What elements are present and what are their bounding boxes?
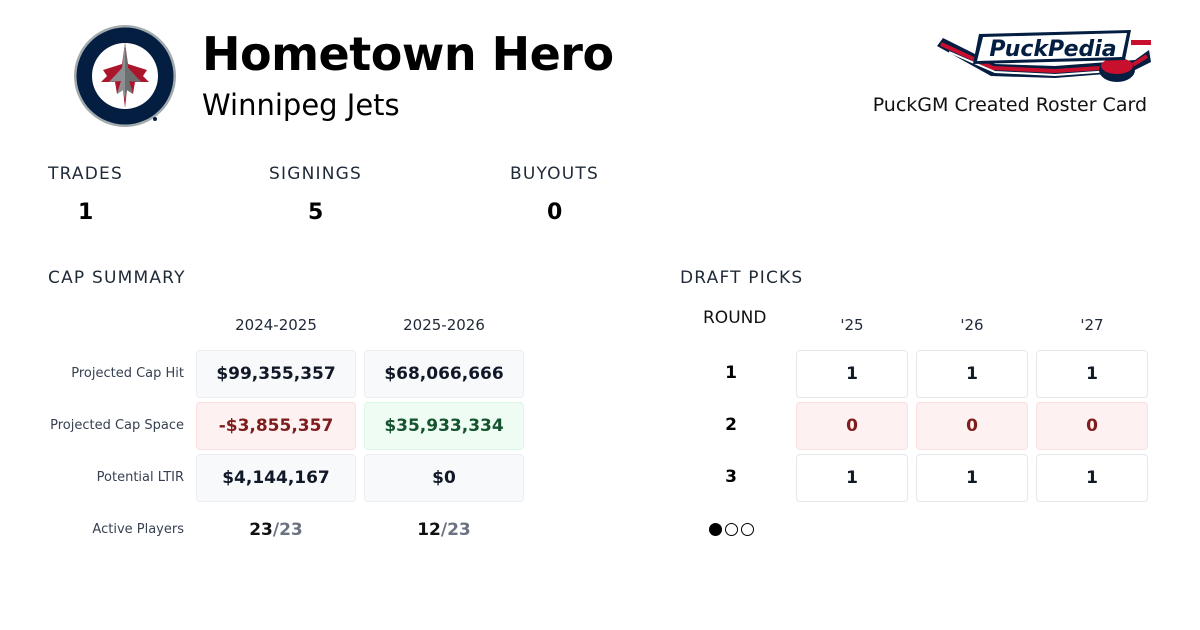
brand-logo-text: PuckPedia [989, 37, 1116, 62]
stat-trades: TRADES 1 [48, 164, 168, 225]
active-players-2024-25: 23/23 [196, 506, 356, 554]
active-count: 23 [249, 520, 273, 540]
brand-caption: PuckGM Created Roster Card [872, 94, 1147, 116]
pagination-dots [709, 523, 754, 536]
active-count: 12 [417, 520, 441, 540]
cap-summary-title: CAP SUMMARY [48, 268, 186, 288]
pick-cell: 1 [916, 350, 1028, 398]
stat-label: SIGNINGS [269, 164, 362, 184]
active-max: /23 [272, 520, 303, 540]
page-dot-3[interactable] [741, 523, 754, 536]
year-header: '26 [960, 316, 984, 334]
stat-value: 1 [78, 200, 94, 225]
winnipeg-jets-logo-icon [74, 25, 176, 127]
pick-cell: 1 [1036, 350, 1148, 398]
page-dot-1[interactable] [709, 523, 722, 536]
draft-picks-title: DRAFT PICKS [680, 268, 804, 288]
ltir-2024-25: $4,144,167 [196, 454, 356, 502]
team-name: Winnipeg Jets [202, 88, 400, 122]
round-header: ROUND [703, 308, 767, 328]
pick-cell: 1 [1036, 454, 1148, 502]
active-max: /23 [440, 520, 471, 540]
row-label-active-players: Active Players [92, 522, 184, 537]
pick-cell: 0 [796, 402, 908, 450]
stat-label: BUYOUTS [510, 164, 599, 184]
card-title: Hometown Hero [202, 27, 614, 81]
pick-cell: 1 [916, 454, 1028, 502]
season-header: 2025-2026 [403, 316, 485, 334]
round-number: 3 [725, 467, 737, 487]
round-number: 2 [725, 415, 737, 435]
stat-label: TRADES [48, 164, 123, 184]
pick-cell: 1 [796, 350, 908, 398]
ltir-2025-26: $0 [364, 454, 524, 502]
stat-signings: SIGNINGS 5 [269, 164, 389, 225]
cap-hit-2025-26: $68,066,666 [364, 350, 524, 398]
pick-cell: 1 [796, 454, 908, 502]
cap-space-2025-26: $35,933,334 [364, 402, 524, 450]
year-header: '25 [840, 316, 864, 334]
row-label-ltir: Potential LTIR [96, 470, 184, 485]
cap-space-2024-25: -$3,855,357 [196, 402, 356, 450]
row-label-cap-space: Projected Cap Space [50, 418, 184, 433]
round-number: 1 [725, 363, 737, 383]
page-dot-2[interactable] [725, 523, 738, 536]
season-header: 2024-2025 [235, 316, 317, 334]
pick-cell: 0 [1036, 402, 1148, 450]
cap-hit-2024-25: $99,355,357 [196, 350, 356, 398]
stat-value: 5 [308, 200, 324, 225]
pick-cell: 0 [916, 402, 1028, 450]
year-header: '27 [1080, 316, 1104, 334]
stat-value: 0 [547, 200, 563, 225]
puckpedia-logo-icon: PuckPedia [937, 30, 1151, 82]
stat-buyouts: BUYOUTS 0 [510, 164, 630, 225]
active-players-2025-26: 12/23 [364, 506, 524, 554]
row-label-cap-hit: Projected Cap Hit [71, 366, 184, 381]
